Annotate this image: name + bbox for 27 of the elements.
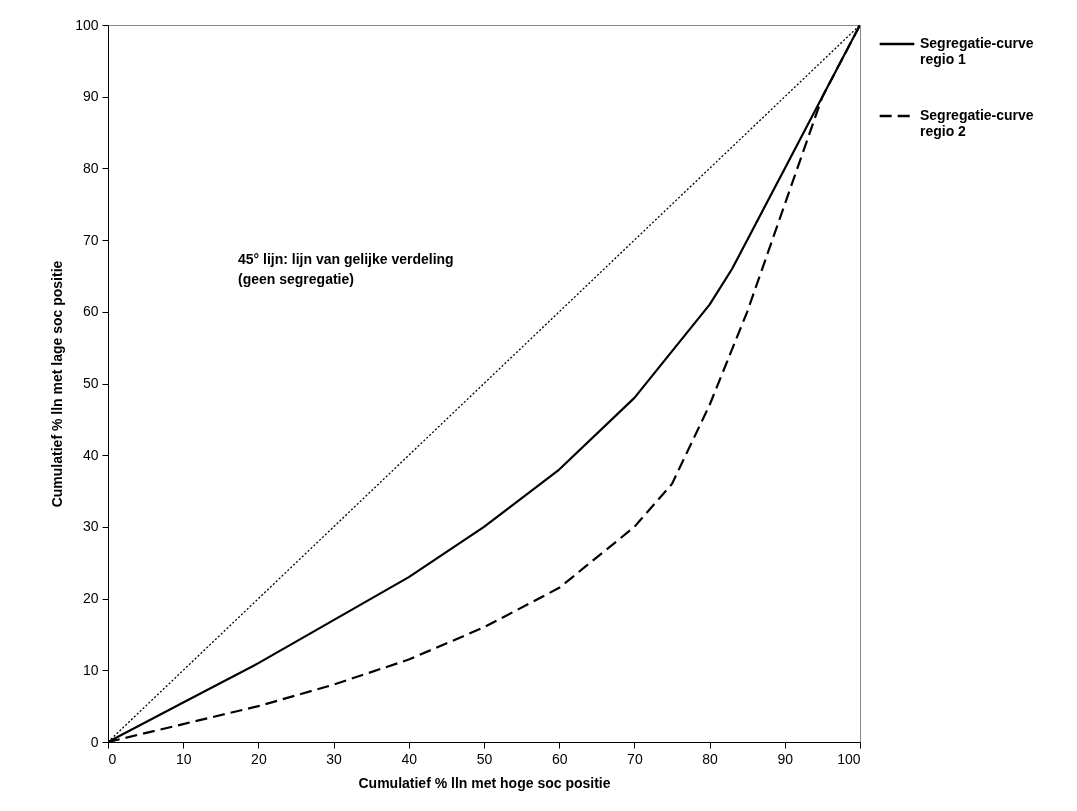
y-tick-label: 30 <box>82 518 99 535</box>
x-tick-label: 90 <box>777 750 794 767</box>
y-tick-label: 60 <box>82 303 99 320</box>
x-tick-label: 40 <box>401 750 418 767</box>
x-tick-label: 20 <box>251 750 267 767</box>
x-tick-label: 50 <box>476 750 493 767</box>
y-tick-label: 80 <box>82 159 99 176</box>
legend-label: Segregatie-curve regio 1 <box>920 35 1034 67</box>
x-tick-label: 30 <box>326 750 343 767</box>
y-tick-label: 10 <box>82 661 99 678</box>
y-tick-label: 70 <box>82 231 99 248</box>
legend-label: Segregatie-curve regio 2 <box>920 107 1034 139</box>
x-tick-label: 0 <box>108 750 117 767</box>
x-tick-label: 80 <box>702 750 719 767</box>
y-tick-label: 100 <box>75 16 99 33</box>
x-axis-title: Cumulatief % lln met hoge soc positie <box>358 774 611 791</box>
x-tick-label: 70 <box>627 750 643 767</box>
y-tick-label: 40 <box>82 446 99 463</box>
y-tick-label: 50 <box>82 375 99 391</box>
x-tick-label: 100 <box>837 750 861 767</box>
annotation: 45° lijn: lijn van gelijke verdeling (geen segregatie) <box>238 251 454 287</box>
x-tick-label: 10 <box>175 750 192 767</box>
y-axis-title: Cumulatief % lln met lage soc positie <box>49 260 66 508</box>
y-tick-label: 90 <box>82 88 99 105</box>
y-tick-label: 20 <box>82 590 99 607</box>
x-tick-label: 60 <box>551 750 568 767</box>
y-tick-label: 0 <box>90 733 99 750</box>
